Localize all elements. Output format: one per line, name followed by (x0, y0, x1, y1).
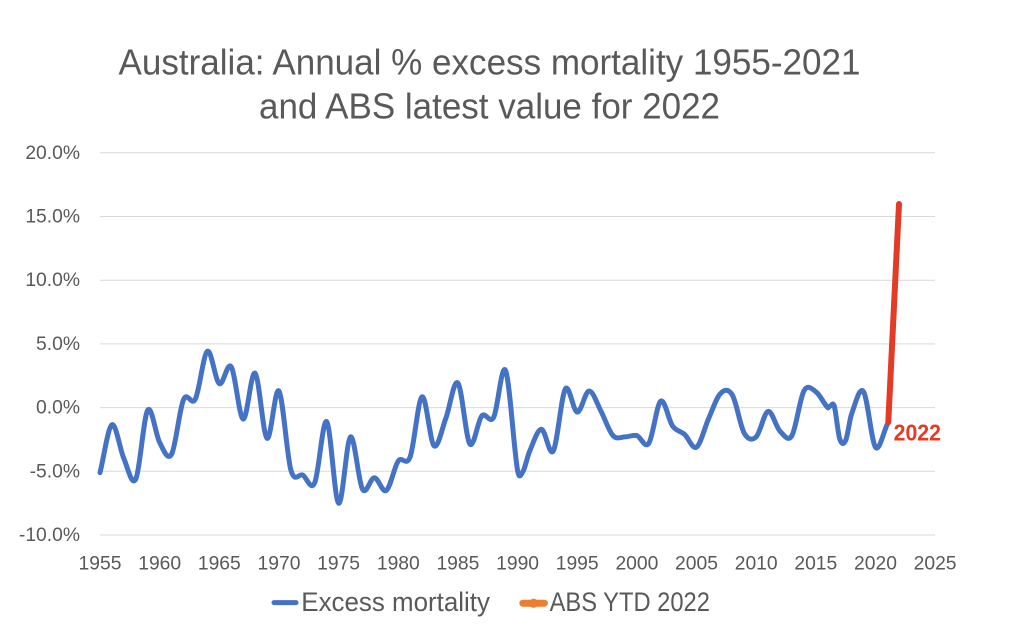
svg-text:and ABS latest value for 2022: and ABS latest value for 2022 (259, 85, 720, 126)
svg-text:ABS YTD 2022: ABS YTD 2022 (550, 587, 710, 617)
svg-text:2005: 2005 (675, 553, 718, 574)
svg-text:20.0%: 20.0% (25, 143, 80, 164)
svg-text:2010: 2010 (735, 553, 778, 574)
svg-text:1980: 1980 (377, 553, 420, 574)
svg-text:5.0%: 5.0% (36, 334, 80, 355)
svg-text:2020: 2020 (854, 553, 897, 574)
svg-text:1965: 1965 (198, 553, 241, 574)
svg-text:Australia: Annual % excess mor: Australia: Annual % excess mortality 195… (119, 41, 861, 82)
svg-text:0.0%: 0.0% (36, 398, 80, 419)
svg-text:1995: 1995 (556, 553, 599, 574)
svg-text:1960: 1960 (138, 553, 181, 574)
svg-text:1955: 1955 (79, 553, 122, 574)
svg-text:1985: 1985 (436, 553, 479, 574)
svg-text:-10.0%: -10.0% (19, 525, 80, 546)
svg-text:1970: 1970 (258, 553, 301, 574)
svg-text:2015: 2015 (794, 553, 837, 574)
svg-text:10.0%: 10.0% (25, 270, 80, 291)
svg-text:15.0%: 15.0% (25, 207, 80, 228)
svg-text:2025: 2025 (914, 553, 957, 574)
svg-text:Excess mortality: Excess mortality (301, 587, 490, 617)
svg-text:1990: 1990 (496, 553, 539, 574)
svg-text:2000: 2000 (615, 553, 658, 574)
svg-text:-5.0%: -5.0% (30, 461, 80, 482)
svg-text:1975: 1975 (317, 553, 360, 574)
svg-text:2022: 2022 (894, 420, 941, 446)
